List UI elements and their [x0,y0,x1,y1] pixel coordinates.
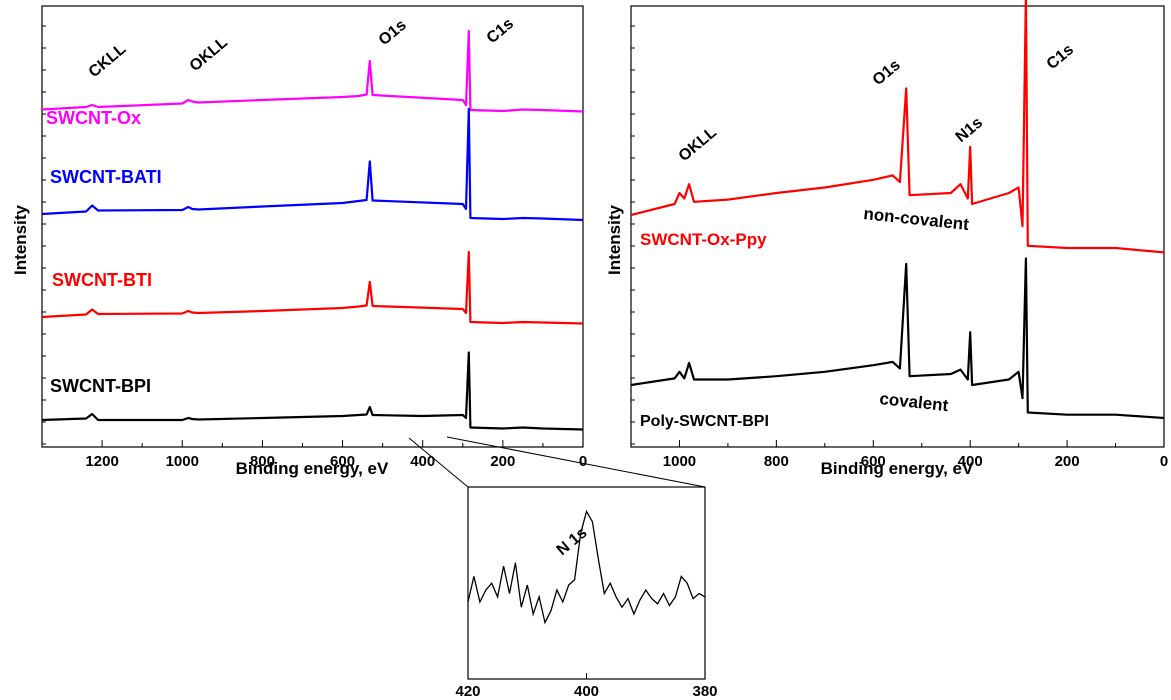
right-peak-n1s: N1s [953,114,986,146]
series-line-swcnt-ox [41,29,584,113]
inset-white-bg [468,487,705,679]
series-label-swcnt-bpi: SWCNT-BPI [50,376,151,396]
right-panel: 1000 800 600 400 200 0 Binding energy, eV Int… [605,0,1168,478]
x-tick-label: 800 [764,453,789,470]
x-tick-label: 400 [410,453,435,470]
x-tick-label: 380 [692,683,717,700]
series-label-swcnt-bati: SWCNT-BATI [50,167,162,187]
x-tick-label: 200 [490,453,515,470]
x-tick-label: 400 [958,453,983,470]
zoom-connector-right [446,436,706,488]
x-tick-label: 200 [1055,453,1080,470]
right-peak-o1s: O1s [870,57,904,90]
right-plot-frame [630,5,1165,448]
left-x-axis-title: Binding energy, eV [236,459,389,478]
right-peak-okll: OKLL [676,124,720,165]
x-tick-label: 400 [574,683,599,700]
series-line-swcnt-bati [41,107,584,222]
series-line-poly-swcnt-bpi [630,257,1165,420]
left-peak-ckll: CKLL [86,40,130,81]
series-label-poly-swcnt-bpi: Poly-SWCNT-BPI [640,413,769,430]
zoom-connector-left [408,437,469,488]
x-tick-label: 800 [250,453,275,470]
left-y-axis-title: Intensity [11,205,30,275]
series-line-swcnt-bpi [41,351,584,431]
left-peak-o1s: O1s [376,17,410,50]
series-line-swcnt-bti [41,250,584,325]
left-peak-c1s: C1s [484,15,517,47]
right-x-ticks: 1000 800 600 400 200 0 [631,25,1168,470]
x-tick-label: 0 [1160,453,1168,470]
series-line-swcnt-ox-ppy [630,0,1165,254]
left-panel: 1200 1000 800 600 400 200 0 Binding energy, eV… [11,5,587,478]
right-y-axis-title: Intensity [605,205,624,275]
inset-traces [467,509,706,625]
x-tick-label: 600 [330,453,355,470]
x-tick-label: 1200 [85,453,118,470]
right-traces [630,0,1165,420]
x-tick-label: 420 [455,683,480,700]
series-label-swcnt-bti: SWCNT-BTI [52,270,152,290]
inset-panel: 420 400 380 N 1s [455,486,718,700]
x-tick-label: 600 [861,453,886,470]
x-tick-label: 1000 [663,453,696,470]
right-peak-c1s: C1s [1044,41,1077,73]
left-plot-frame [41,5,584,448]
left-traces [41,29,584,431]
right-x-axis-title: Binding energy, eV [821,459,974,478]
x-tick-label: 1000 [166,453,199,470]
series-label-swcnt-ox-ppy: SWCNT-Ox-Ppy [640,230,767,249]
left-x-ticks: 1200 1000 800 600 400 200 0 [42,25,587,470]
annotation-non-covalent: non-covalent [863,204,971,234]
inset-x-ticks: 420 400 380 [455,673,718,700]
annotation-covalent: covalent [879,389,950,415]
series-label-swcnt-ox: SWCNT-Ox [46,108,141,128]
series-line-inset-n1s [467,509,706,625]
left-peak-okll: OKLL [187,34,231,75]
x-tick-label: 0 [579,453,587,470]
